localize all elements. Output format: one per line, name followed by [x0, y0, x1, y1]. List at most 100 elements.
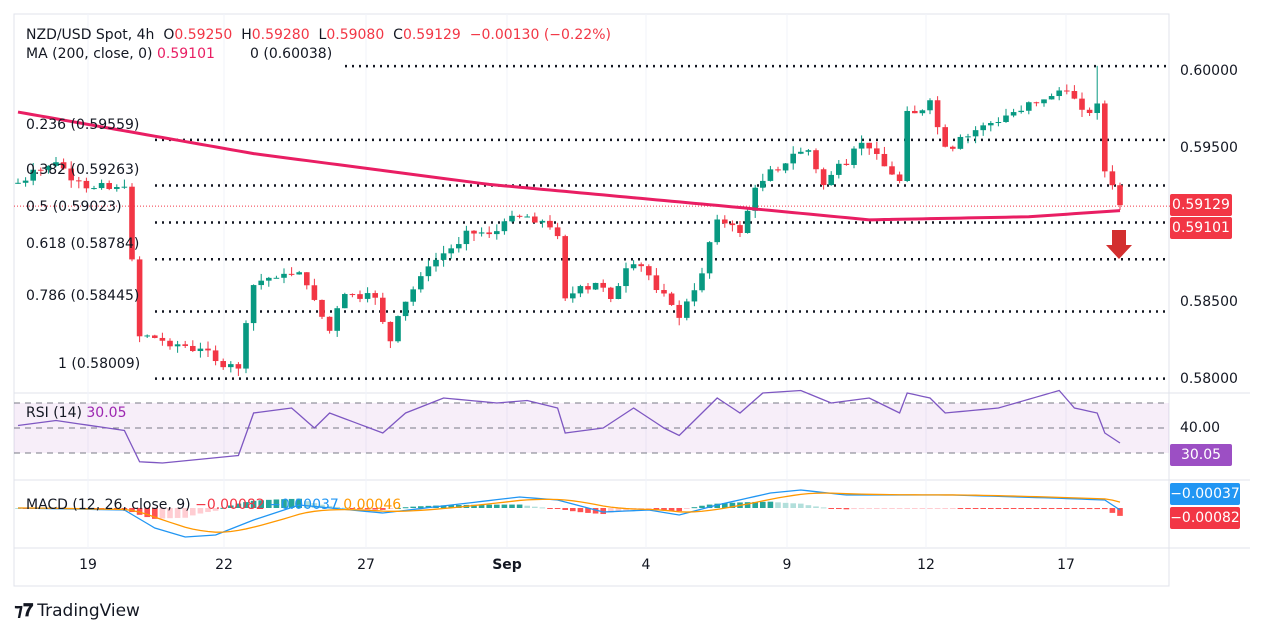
- fib-level-label: 0.786 (0.58445): [26, 288, 140, 305]
- macd-histogram-bar: [592, 508, 599, 514]
- macd-histogram-bar: [144, 508, 150, 518]
- macd-histogram-bar: [585, 508, 591, 513]
- macd-histogram-bar: [402, 507, 409, 509]
- macd-histogram-bar: [646, 508, 652, 509]
- candle-body: [524, 216, 530, 218]
- candle-body: [805, 150, 812, 152]
- macd-histogram-bar: [661, 508, 667, 511]
- candle-body: [38, 169, 44, 171]
- macd-histogram-bar: [881, 508, 888, 509]
- tradingview-logo[interactable]: ⁊𝟕 TradingView: [14, 600, 140, 621]
- candle-body: [106, 183, 112, 189]
- macd-histogram-bar: [950, 508, 956, 509]
- ma-legend[interactable]: MA (200, close, 0) 0.59101: [26, 46, 215, 62]
- macd-histogram-bar: [623, 508, 629, 511]
- candle-body: [76, 180, 82, 182]
- candle-body: [433, 259, 439, 267]
- macd-hist-value: −0.00082: [195, 497, 265, 513]
- current-price-tag: 0.59129: [1170, 194, 1232, 216]
- candle-body: [114, 187, 120, 189]
- candle-body: [304, 272, 310, 286]
- candle-body: [364, 293, 371, 299]
- date-label: 12: [917, 557, 935, 573]
- macd-histogram-bar: [1041, 508, 1047, 509]
- change-value: −0.00130 (−0.22%): [469, 27, 611, 43]
- candle-body: [729, 223, 736, 226]
- price-axis-label: 0.58000: [1180, 371, 1238, 387]
- candle-body: [243, 323, 249, 369]
- macd-histogram-bar: [896, 508, 903, 509]
- macd-legend[interactable]: MACD (12, 26, close, 9) −0.00082 −0.0003…: [26, 497, 401, 513]
- macd-line-value: −0.00037: [269, 497, 339, 513]
- candle-body: [744, 210, 751, 233]
- macd-histogram-bar: [752, 501, 758, 508]
- down-arrow-icon: [1106, 230, 1132, 259]
- rsi-tag: 30.05: [1170, 444, 1232, 466]
- candle-body: [577, 286, 584, 294]
- price-axis-label: 0.60000: [1180, 63, 1238, 79]
- candle-body: [782, 163, 789, 171]
- fib-level-label: 0.236 (0.59559): [26, 116, 140, 133]
- rsi-value: 30.05: [86, 405, 127, 421]
- candle-body: [205, 348, 211, 351]
- candle-body: [874, 148, 880, 154]
- macd-histogram-bar: [972, 508, 979, 509]
- macd-histogram-bar: [600, 508, 606, 515]
- macd-histogram-bar: [843, 508, 850, 510]
- macd-histogram-bar: [357, 508, 363, 509]
- macd-histogram-bar: [1117, 508, 1123, 516]
- macd-histogram-bar: [912, 508, 918, 509]
- candle-body: [615, 286, 622, 299]
- tradingview-logo-icon: ⁊𝟕: [14, 600, 34, 621]
- macd-histogram-bar: [965, 508, 971, 509]
- macd-histogram-bar: [167, 508, 173, 519]
- candle-body: [478, 232, 485, 234]
- macd-histogram-bar: [1048, 508, 1055, 509]
- macd-histogram-bar: [760, 501, 766, 508]
- macd-histogram-bar: [243, 502, 249, 508]
- date-label: 19: [79, 557, 97, 573]
- macd-histogram-bar: [425, 505, 432, 508]
- macd-histogram-bar: [608, 508, 614, 513]
- ma-price-tag: 0.59101: [1170, 217, 1232, 239]
- candle-body: [699, 273, 705, 291]
- candle-body: [592, 282, 599, 290]
- macd-histogram-bar: [889, 508, 895, 509]
- date-label: Sep: [492, 557, 522, 573]
- macd-histogram-bar: [699, 505, 705, 508]
- macd-histogram-bar: [1010, 508, 1017, 509]
- macd-histogram-bar: [106, 508, 112, 509]
- candle-body: [790, 153, 796, 164]
- candle-body: [91, 188, 97, 190]
- macd-histogram-bar: [554, 508, 561, 509]
- macd-histogram-bar: [1094, 508, 1100, 510]
- macd-histogram-bar: [288, 498, 295, 508]
- macd-histogram-bar: [988, 508, 994, 509]
- candle-body: [1003, 115, 1009, 122]
- macd-histogram-bar: [258, 500, 264, 508]
- candle-body: [934, 100, 941, 128]
- macd-histogram-bar: [1071, 508, 1078, 510]
- candle-body: [638, 264, 644, 267]
- macd-histogram-bar: [273, 499, 280, 508]
- open-label: O: [163, 27, 175, 43]
- candle-body: [585, 286, 591, 290]
- candle-body: [722, 219, 728, 224]
- rsi-legend[interactable]: RSI (14) 30.05: [26, 405, 126, 421]
- macd-histogram-bar: [828, 508, 834, 509]
- macd-histogram-bar: [539, 507, 546, 509]
- close-value: 0.59129: [402, 27, 461, 43]
- macd-histogram-bar: [281, 499, 287, 508]
- macd-histogram-bar: [440, 505, 447, 508]
- symbol-header: NZD/USD Spot, 4h O0.59250 H0.59280 L0.59…: [26, 27, 611, 43]
- macd-histogram-bar: [212, 508, 219, 511]
- macd-histogram-bar: [684, 508, 690, 509]
- macd-hist-tag: −0.00082: [1170, 507, 1240, 529]
- macd-histogram-bar: [562, 508, 568, 510]
- candle-body: [197, 348, 204, 352]
- macd-histogram-bar: [547, 508, 553, 509]
- candle-body: [813, 150, 819, 170]
- candle-body: [912, 110, 918, 114]
- candle-body: [30, 169, 36, 181]
